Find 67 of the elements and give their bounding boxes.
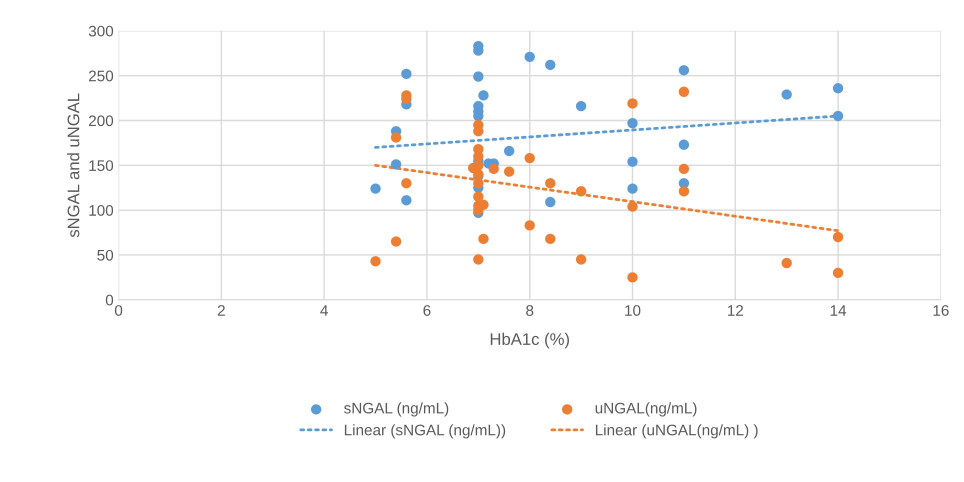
point	[401, 178, 412, 188]
point	[678, 164, 690, 174]
point	[504, 146, 514, 156]
point	[576, 254, 586, 265]
legend-label: uNGAL(ng/mL)	[596, 402, 696, 417]
legend-label: Linear (sNGAL (ng/mL))	[344, 424, 506, 438]
y-tick-label: 250	[88, 70, 114, 82]
x-tick-label: 16	[934, 305, 949, 316]
x-tick-label: 0	[114, 305, 122, 316]
point	[832, 110, 844, 122]
point	[370, 256, 381, 266]
point	[545, 178, 556, 188]
point	[390, 236, 402, 247]
x-axis-title: HbA1c (%)	[490, 332, 569, 348]
point	[370, 183, 381, 194]
point	[832, 232, 844, 242]
point	[627, 156, 638, 167]
x-tick-label: 2	[218, 305, 225, 316]
point	[576, 101, 586, 112]
y-axis-title: sNGAL and uNGAL	[67, 93, 80, 238]
x-tick-label: 4	[320, 305, 328, 316]
point	[545, 60, 556, 70]
point	[627, 183, 638, 194]
point	[678, 140, 690, 150]
x-tick-label: 12	[728, 305, 744, 316]
point	[782, 89, 792, 100]
point	[678, 65, 690, 76]
point	[782, 258, 792, 268]
point	[545, 234, 556, 244]
x-tick-label: 14	[830, 305, 846, 316]
legend-label: sNGAL (ng/mL)	[344, 402, 448, 417]
point	[627, 118, 638, 128]
y-tick-label: 100	[89, 205, 114, 216]
point	[473, 178, 484, 188]
point	[678, 186, 690, 196]
point	[627, 272, 638, 283]
point	[473, 192, 484, 202]
point	[473, 254, 484, 265]
point	[473, 151, 484, 162]
point	[488, 164, 499, 174]
point	[504, 166, 514, 177]
y-tick-label: 150	[89, 160, 114, 172]
point	[390, 132, 402, 143]
point	[473, 71, 484, 82]
y-tick-label: 0	[106, 294, 114, 306]
point	[545, 196, 556, 208]
point	[401, 68, 412, 80]
point	[627, 201, 638, 212]
legend-label: Linear (uNGAL(ng/mL) )	[596, 424, 758, 438]
x-tick-label: 6	[423, 305, 431, 316]
point	[832, 83, 844, 94]
point	[832, 268, 844, 278]
y-tick-label: 200	[88, 115, 114, 126]
point	[576, 186, 586, 196]
x-tick-label: 8	[526, 305, 534, 316]
point	[627, 98, 638, 109]
y-tick-label: 300	[88, 26, 114, 37]
point	[524, 52, 535, 62]
point	[524, 153, 535, 164]
point	[524, 220, 535, 231]
x-tick-label: 10	[625, 305, 640, 316]
point	[678, 86, 690, 97]
point	[401, 195, 412, 206]
point	[478, 90, 489, 101]
y-tick-label: 50	[97, 250, 114, 261]
point	[390, 159, 402, 170]
point	[478, 234, 489, 244]
